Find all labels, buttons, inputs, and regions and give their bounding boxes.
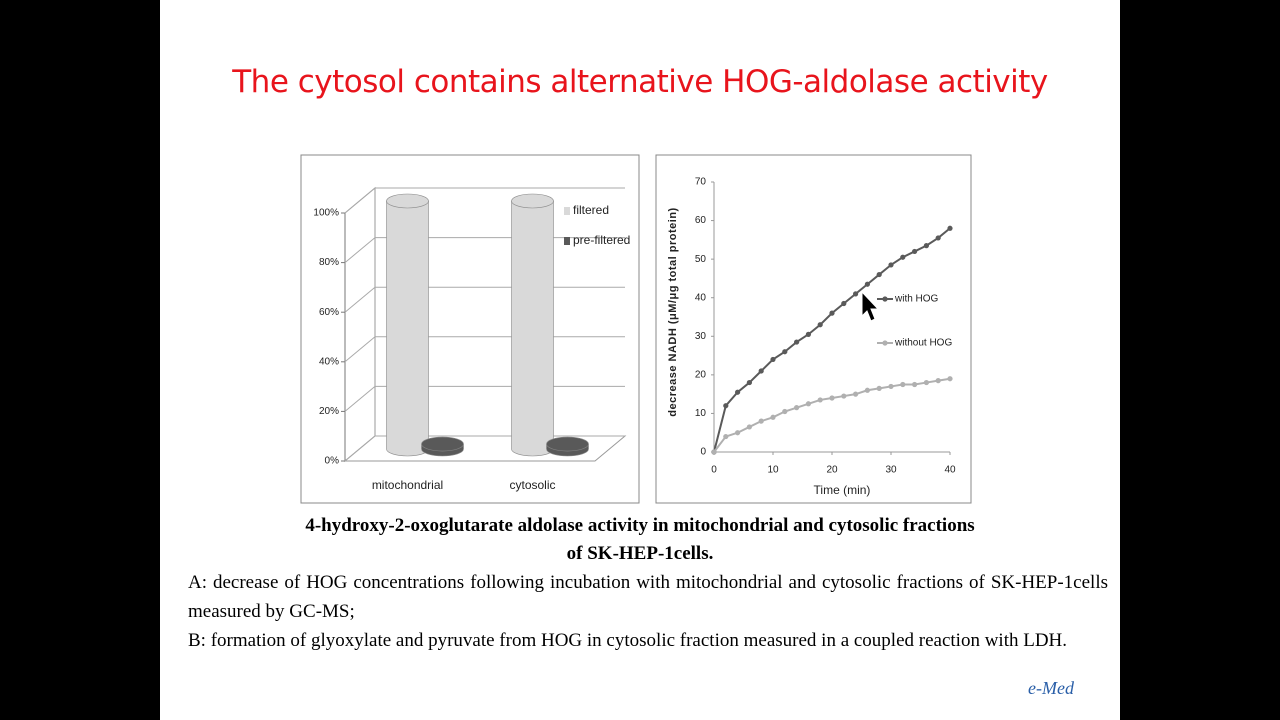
point	[746, 424, 753, 430]
x-tick-label: mitochondrial	[372, 478, 443, 492]
point	[794, 405, 800, 411]
point	[853, 391, 859, 397]
point	[723, 403, 729, 409]
paragraphs: A: decrease of HOG concentrations follow…	[188, 568, 1108, 655]
point	[817, 322, 823, 328]
bar	[421, 436, 464, 457]
point	[711, 449, 717, 455]
point	[794, 339, 800, 345]
point	[876, 385, 882, 391]
point	[829, 395, 835, 401]
point	[923, 243, 930, 249]
point	[912, 248, 918, 255]
bar	[511, 193, 554, 457]
legend-swatch	[564, 237, 570, 245]
point	[782, 349, 788, 355]
point	[782, 408, 788, 415]
bar-part	[546, 436, 589, 452]
point	[935, 235, 941, 241]
point	[817, 397, 823, 403]
y-tick-label: 80%	[319, 257, 339, 268]
watermark: e-Med	[1028, 678, 1074, 698]
x-axis-label: Time (min)	[814, 483, 871, 497]
bar-part	[386, 200, 429, 457]
legend-label: with HOG	[894, 294, 939, 305]
grid-line	[344, 187, 625, 214]
point	[805, 401, 812, 407]
point	[758, 418, 764, 424]
legend-label: filtered	[573, 203, 609, 217]
point	[864, 387, 871, 393]
point	[841, 393, 847, 399]
y-tick-label: 100%	[313, 208, 339, 219]
legend-marker	[882, 296, 888, 302]
point	[947, 376, 953, 382]
point	[888, 383, 894, 390]
y-tick-label: 20%	[319, 406, 339, 417]
x-tick-label: cytosolic	[509, 478, 555, 492]
y-tick-label: 10	[695, 408, 707, 419]
point	[735, 389, 741, 395]
point	[805, 331, 812, 337]
y-tick-label: 30	[695, 331, 707, 342]
bar	[386, 193, 429, 457]
point	[864, 281, 871, 287]
point	[912, 381, 918, 388]
caption-line: 4-hydroxy-2-oxoglutarate aldolase activi…	[305, 515, 975, 536]
side-wall	[344, 186, 376, 463]
y-tick-label: 0%	[325, 456, 340, 467]
point	[770, 414, 776, 420]
x-tick-label: 20	[826, 465, 838, 476]
y-tick-label: 50	[695, 254, 707, 265]
y-tick-label: 20	[695, 369, 707, 380]
x-tick-label: 10	[767, 465, 779, 476]
point	[841, 300, 847, 307]
point	[758, 368, 764, 374]
point	[853, 291, 859, 297]
x-tick-label: 0	[711, 465, 717, 476]
point	[947, 225, 953, 231]
caption: 4-hydroxy-2-oxoglutarate aldolase activi…	[200, 512, 1080, 568]
y-tick-label: 40%	[319, 356, 339, 367]
legend-swatch	[564, 207, 570, 215]
paragraph: B: formation of glyoxylate and pyruvate …	[188, 630, 1068, 651]
point	[923, 379, 930, 386]
legend-marker	[882, 340, 888, 346]
legend-label: pre-filtered	[573, 233, 630, 247]
y-tick-label: 60	[695, 215, 707, 226]
caption-line: of SK-HEP-1cells.	[566, 543, 714, 564]
legend-label: without HOG	[894, 338, 952, 349]
x-tick-label: 40	[944, 465, 956, 476]
point	[888, 262, 894, 268]
bar	[546, 436, 589, 457]
point	[723, 433, 729, 440]
point	[935, 378, 941, 384]
back-wall	[375, 188, 625, 436]
cursor	[861, 290, 880, 322]
y-tick-label: 60%	[319, 307, 339, 318]
point	[735, 430, 741, 436]
bar-part	[386, 193, 429, 209]
bar-part	[511, 193, 554, 209]
paragraph: A: decrease of HOG concentrations follow…	[188, 572, 1108, 622]
point	[829, 310, 835, 316]
point	[900, 254, 906, 260]
x-tick-label: 30	[885, 465, 897, 476]
y-tick-label: 40	[695, 292, 707, 303]
y-axis-label: decrease NADH (μM/μg total protein)	[667, 207, 679, 416]
y-tick-label: 70	[695, 177, 707, 188]
point	[900, 381, 906, 388]
point	[876, 271, 882, 278]
point	[746, 379, 753, 386]
y-tick-label: 0	[700, 447, 706, 458]
slide-title: The cytosol contains alternative HOG-ald…	[232, 64, 1048, 100]
point	[770, 356, 776, 363]
bar-part	[421, 436, 464, 452]
bar-part	[511, 200, 554, 457]
